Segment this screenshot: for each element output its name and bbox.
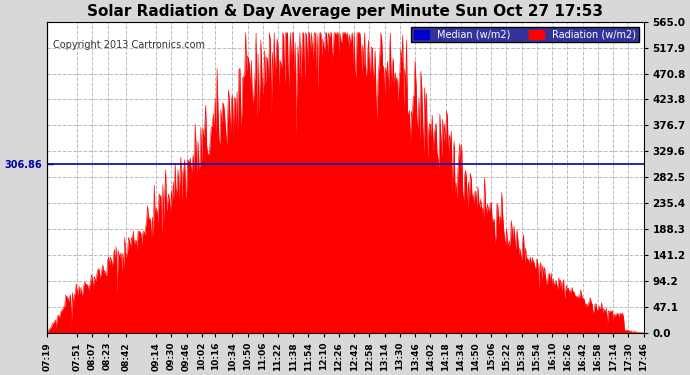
Legend: Median (w/m2), Radiation (w/m2): Median (w/m2), Radiation (w/m2) (411, 27, 639, 42)
Title: Solar Radiation & Day Average per Minute Sun Oct 27 17:53: Solar Radiation & Day Average per Minute… (87, 4, 603, 19)
Text: Copyright 2013 Cartronics.com: Copyright 2013 Cartronics.com (52, 40, 205, 50)
